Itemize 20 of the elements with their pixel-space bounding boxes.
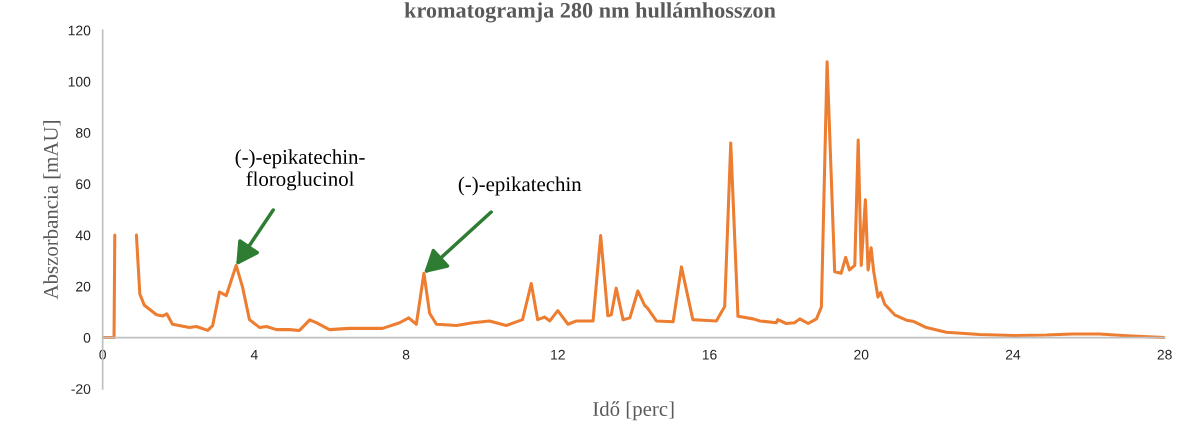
y-tick-label: 60 (76, 179, 91, 190)
y-tick-label: 100 (68, 76, 91, 87)
x-tick-label: 24 (1005, 349, 1021, 360)
y-tick-label: 120 (68, 25, 91, 36)
y-axis-title: Abszorbancia [mAU] (43, 121, 61, 300)
y-tick-label: 0 (83, 332, 91, 343)
y-tick-label: -20 (71, 384, 91, 394)
x-tick-label: 12 (551, 349, 565, 360)
y-tick-label: 20 (76, 281, 91, 292)
x-axis-title: Idő [perc] (593, 401, 674, 421)
x-tick-label: 28 (1157, 349, 1172, 360)
annotation: (-)-epikatechin- floroglucinol (235, 149, 365, 191)
x-tick-label: 4 (250, 349, 258, 360)
x-tick-label: 16 (702, 349, 717, 360)
x-tick-label: 20 (854, 349, 869, 360)
chart-title: kromatogramja 280 nm hullámhosszon (404, 2, 776, 23)
annotation: (-)-epikatechin (458, 176, 582, 196)
y-tick-label: 80 (76, 128, 91, 138)
y-tick-label: 40 (75, 230, 91, 241)
x-tick-label: 8 (402, 349, 410, 360)
